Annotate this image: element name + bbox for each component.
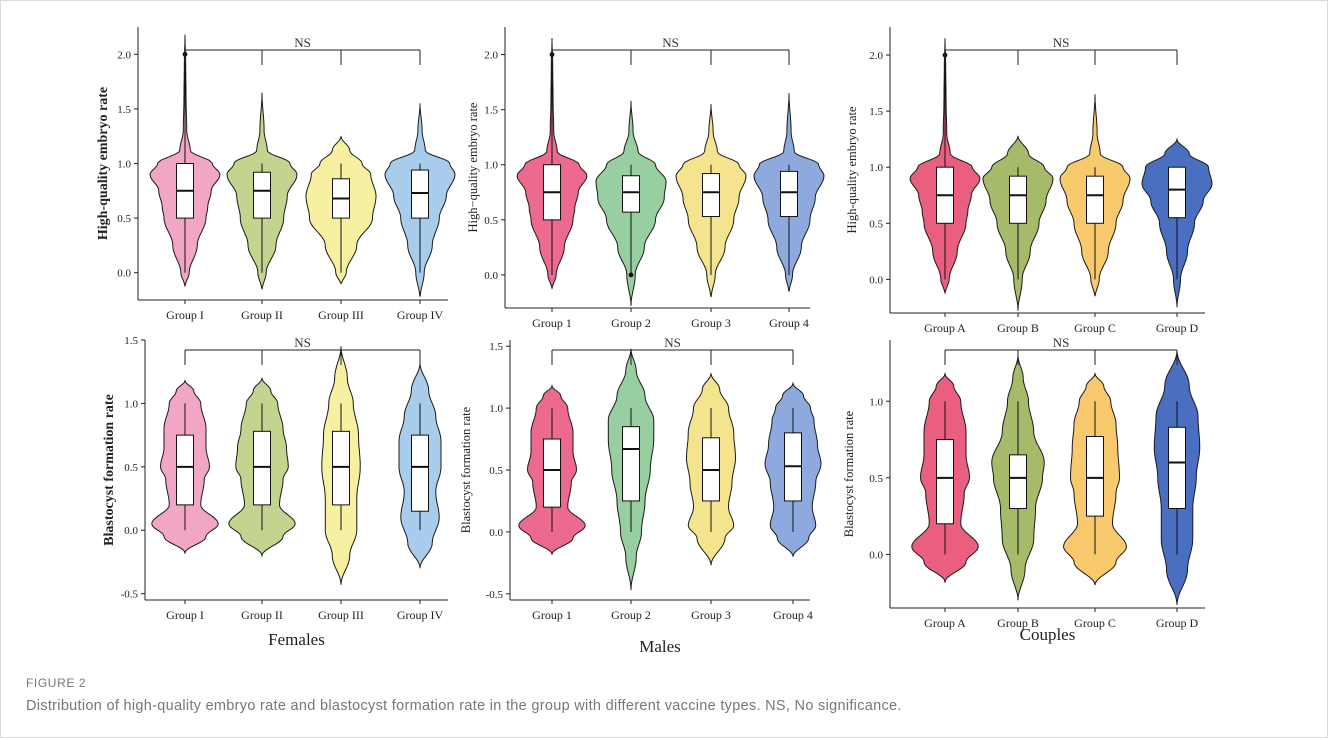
caption-text: Distribution of high-quality embryo rate… — [26, 698, 902, 714]
caption-label: FIGURE 2 — [26, 676, 87, 690]
x-tick-label: Group IV — [397, 608, 444, 622]
x-tick-label: Group 3 — [691, 316, 731, 330]
y-tick-label: 1.0 — [489, 403, 503, 415]
significance-label: NS — [1053, 35, 1070, 50]
box-iqr — [622, 175, 640, 213]
outlier-point — [628, 272, 634, 278]
x-axis-label: Males — [639, 637, 681, 656]
box-iqr — [1086, 175, 1104, 224]
y-tick-label: 0.0 — [124, 525, 138, 537]
x-tick-label: Group 3 — [691, 608, 731, 622]
x-tick-label: Group 2 — [611, 608, 651, 622]
chart-panel-1: 0.0 0.5 1.0 1.5 2.0 High-quality embryo rate G… — [96, 27, 456, 322]
chart-panel-6: 0.0 0.5 1.0 Blastocyst formation rate Group … — [842, 335, 1205, 644]
box-iqr — [702, 173, 720, 218]
x-tick-label: Group 1 — [532, 316, 572, 330]
box-iqr — [253, 171, 271, 219]
significance-label: NS — [1053, 335, 1070, 350]
box-iqr — [936, 439, 954, 525]
y-tick-label: 1.0 — [124, 398, 138, 410]
x-tick-label: Group I — [166, 308, 204, 322]
y-tick-label: 0.5 — [124, 462, 138, 474]
y-tick-label: 1.5 — [869, 106, 883, 118]
box-iqr — [543, 438, 561, 508]
y-axis-label: Blastocyst formation rate — [102, 394, 117, 546]
figure-2-chart-grid: 0.0 0.5 1.0 1.5 2.0 High-quality embryo rate G… — [96, 27, 1213, 656]
x-axis-label: Females — [268, 630, 325, 649]
y-tick-label: 1.0 — [484, 160, 498, 172]
box-iqr — [411, 434, 429, 512]
x-tick-label: Group B — [997, 616, 1039, 630]
x-tick-label: Group 1 — [532, 608, 572, 622]
significance-label: NS — [294, 35, 311, 50]
box-iqr — [332, 430, 350, 506]
box-iqr — [411, 169, 429, 219]
significance-label: NS — [294, 335, 311, 350]
significance-label: NS — [662, 35, 679, 50]
chart-panel-5: -0.5 0.0 0.5 1.0 1.5 Blastocyst formation rat… — [459, 335, 822, 656]
y-tick-label: 2.0 — [484, 50, 498, 62]
y-tick-label: 1.0 — [117, 159, 131, 171]
x-tick-label: Group D — [1156, 321, 1199, 335]
box-iqr — [253, 430, 271, 506]
y-axis-label: Blastocyst formation rate — [459, 406, 473, 533]
y-tick-label: 1.5 — [117, 104, 131, 116]
y-axis-label: High-quality embryo rate — [845, 106, 859, 233]
y-tick-label: 1.0 — [869, 162, 883, 174]
figure-caption: FIGURE 2 Distribution of high-quality em… — [26, 676, 1306, 716]
x-tick-label: Group II — [241, 308, 283, 322]
chart-panel-4: -0.5 0.0 0.5 1.0 1.5 Blastocyst formation rat… — [102, 335, 448, 649]
y-tick-label: -0.5 — [486, 589, 504, 601]
y-tick-label: 1.5 — [124, 335, 138, 347]
x-tick-label: Group A — [924, 321, 966, 335]
y-tick-label: 0.0 — [489, 527, 503, 539]
box-iqr — [1009, 454, 1027, 509]
box-iqr — [780, 170, 798, 218]
y-axis-label: High-quality embryo rate — [96, 87, 111, 240]
x-tick-label: Group 2 — [611, 316, 651, 330]
y-tick-label: 0.5 — [869, 473, 883, 485]
significance-label: NS — [664, 335, 681, 350]
chart-panel-2: 0.0 0.5 1.0 1.5 2.0 High−quality embryo rate G… — [466, 27, 825, 330]
x-tick-label: Group 4 — [769, 316, 809, 330]
y-tick-label: 0.5 — [489, 465, 503, 477]
x-tick-label: Group III — [318, 308, 364, 322]
y-tick-label: 1.0 — [869, 396, 883, 408]
y-tick-label: 0.5 — [869, 218, 883, 230]
y-axis-label: Blastocyst formation rate — [842, 410, 856, 537]
x-tick-label: Group III — [318, 608, 364, 622]
x-tick-label: Group 4 — [773, 608, 813, 622]
x-tick-label: Group I — [166, 608, 204, 622]
box-iqr — [1009, 175, 1027, 224]
box-iqr — [176, 434, 194, 506]
y-tick-label: -0.5 — [121, 589, 139, 601]
x-tick-label: Group C — [1074, 321, 1116, 335]
y-tick-label: 0.5 — [484, 215, 498, 227]
y-tick-label: 1.5 — [489, 341, 503, 353]
x-tick-label: Group D — [1156, 616, 1199, 630]
x-tick-label: Group C — [1074, 616, 1116, 630]
box-iqr — [1168, 426, 1186, 509]
x-tick-label: Group IV — [397, 308, 444, 322]
box-iqr — [1086, 435, 1104, 517]
y-tick-label: 0.0 — [869, 274, 883, 286]
x-tick-label: Group II — [241, 608, 283, 622]
y-tick-label: 2.0 — [117, 49, 131, 61]
y-tick-label: 0.0 — [117, 268, 131, 280]
y-tick-label: 1.5 — [484, 105, 498, 117]
y-tick-label: 2.0 — [869, 50, 883, 62]
x-axis-label: Couples — [1020, 625, 1076, 644]
y-axis-label: High−quality embryo rate — [466, 102, 480, 232]
box-iqr — [1168, 166, 1186, 219]
x-tick-label: Group A — [924, 616, 966, 630]
y-tick-label: 0.0 — [869, 549, 883, 561]
y-tick-label: 0.0 — [484, 270, 498, 282]
y-tick-label: 0.5 — [117, 213, 131, 225]
box-iqr — [622, 426, 640, 502]
x-tick-label: Group B — [997, 321, 1039, 335]
chart-panel-3: 0.0 0.5 1.0 1.5 2.0 High-quality embryo rate G… — [845, 27, 1213, 335]
